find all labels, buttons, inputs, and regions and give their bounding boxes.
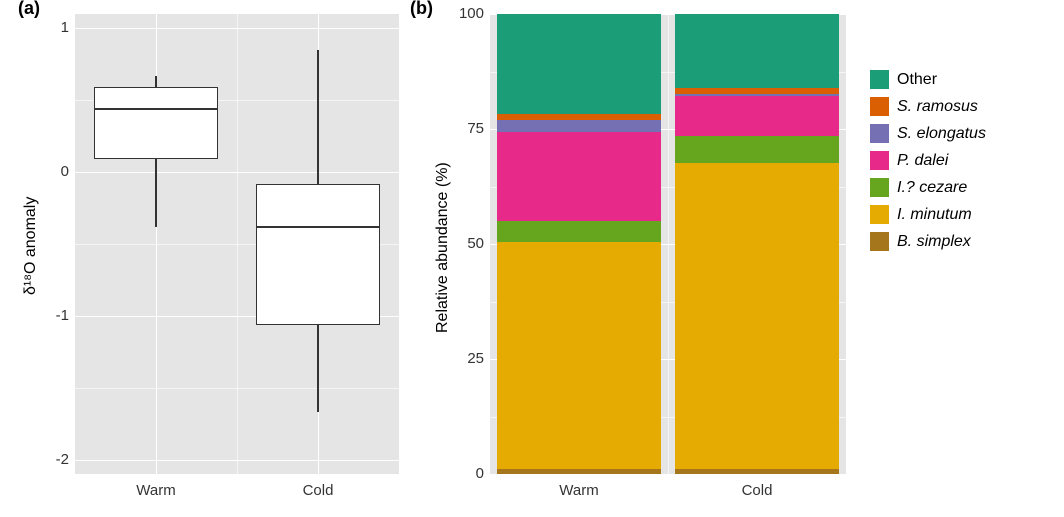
legend-label: B. simplex bbox=[897, 233, 971, 251]
ytick-label: 25 bbox=[450, 350, 484, 367]
legend-item: S. elongatus bbox=[870, 124, 986, 143]
bar-stack bbox=[497, 14, 661, 474]
legend-label: I. minutum bbox=[897, 206, 972, 224]
bar-segment bbox=[497, 242, 661, 470]
gridline-v-minor bbox=[237, 14, 238, 474]
gridline-v-minor bbox=[668, 14, 669, 474]
legend-label: S. ramosus bbox=[897, 98, 978, 116]
panel-a-plot-area bbox=[75, 14, 399, 474]
figure-root: (a) δ¹⁸O anomaly (b) Relative abundance … bbox=[0, 0, 1064, 517]
bar-stack bbox=[675, 14, 839, 474]
ytick-label: 0 bbox=[45, 163, 69, 180]
legend-item: I. minutum bbox=[870, 205, 986, 224]
boxplot-box bbox=[94, 87, 219, 159]
ytick-label: 75 bbox=[450, 120, 484, 137]
ytick-label: 50 bbox=[450, 235, 484, 252]
bar-segment bbox=[497, 120, 661, 132]
panel-b-label: (b) bbox=[410, 0, 433, 19]
bar-segment bbox=[675, 94, 839, 96]
ytick-label: -2 bbox=[45, 451, 69, 468]
panel-a-label: (a) bbox=[18, 0, 40, 19]
whisker-upper bbox=[155, 76, 157, 88]
whisker-lower bbox=[155, 159, 157, 227]
bar-segment bbox=[675, 96, 839, 136]
ytick-label: 1 bbox=[45, 19, 69, 36]
xtick-label: Warm bbox=[549, 482, 609, 499]
legend-swatch bbox=[870, 70, 889, 89]
bar-segment bbox=[675, 88, 839, 94]
bar-segment bbox=[497, 114, 661, 120]
legend-swatch bbox=[870, 232, 889, 251]
legend-item: I.? cezare bbox=[870, 178, 986, 197]
bar-segment bbox=[675, 469, 839, 474]
legend-swatch bbox=[870, 124, 889, 143]
legend-item: Other bbox=[870, 70, 986, 89]
boxplot-median bbox=[256, 226, 381, 228]
legend-swatch bbox=[870, 178, 889, 197]
legend-label: P. dalei bbox=[897, 152, 948, 170]
legend-swatch bbox=[870, 151, 889, 170]
panel-b-plot-area bbox=[490, 14, 846, 474]
bar-segment bbox=[675, 136, 839, 163]
bar-segment bbox=[497, 132, 661, 221]
gridline-h bbox=[490, 474, 846, 475]
boxplot-median bbox=[94, 108, 219, 110]
ytick-label: 100 bbox=[450, 5, 484, 22]
legend-label: Other bbox=[897, 71, 937, 89]
bar-segment bbox=[497, 221, 661, 242]
xtick-label: Warm bbox=[126, 482, 186, 499]
panel-a-ylabel: δ¹⁸O anomaly bbox=[22, 197, 40, 295]
legend-item: B. simplex bbox=[870, 232, 986, 251]
boxplot-box bbox=[256, 184, 381, 325]
legend-swatch bbox=[870, 205, 889, 224]
whisker-upper bbox=[317, 50, 319, 184]
legend-swatch bbox=[870, 97, 889, 116]
whisker-lower bbox=[317, 325, 319, 413]
ytick-label: 0 bbox=[450, 465, 484, 482]
bar-segment bbox=[675, 163, 839, 470]
bar-segment bbox=[497, 14, 661, 114]
legend-item: S. ramosus bbox=[870, 97, 986, 116]
ytick-label: -1 bbox=[45, 307, 69, 324]
legend-label: S. elongatus bbox=[897, 125, 986, 143]
legend-item: P. dalei bbox=[870, 151, 986, 170]
bar-segment bbox=[675, 14, 839, 88]
xtick-label: Cold bbox=[727, 482, 787, 499]
legend-label: I.? cezare bbox=[897, 179, 967, 197]
bar-segment bbox=[497, 469, 661, 474]
xtick-label: Cold bbox=[288, 482, 348, 499]
legend: Other S. ramosus S. elongatus P. dalei I.? c… bbox=[870, 70, 986, 259]
